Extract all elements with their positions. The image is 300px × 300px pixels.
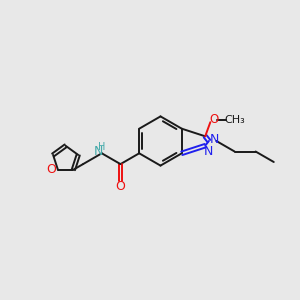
Text: O: O — [46, 163, 56, 176]
Text: N: N — [94, 145, 103, 158]
Text: CH₃: CH₃ — [224, 115, 245, 125]
Text: O: O — [210, 113, 219, 126]
Text: N: N — [210, 133, 219, 146]
Text: O: O — [116, 180, 125, 193]
Text: N: N — [203, 145, 213, 158]
Text: H: H — [98, 142, 106, 152]
